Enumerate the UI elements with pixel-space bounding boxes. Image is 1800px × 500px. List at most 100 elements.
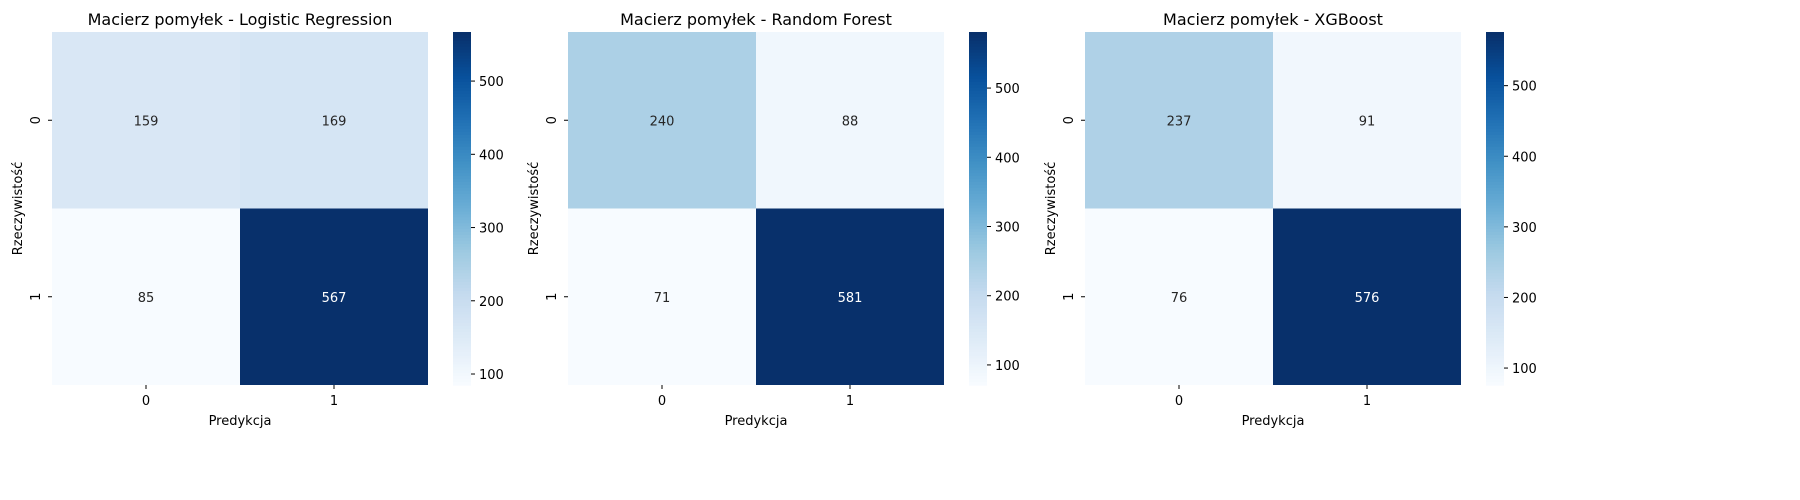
cell-value-label: 581 [838,291,863,306]
colorbar-segment [453,114,471,118]
colorbar-segment [1486,32,1504,36]
cell-value-label: 76 [1171,291,1188,306]
colorbar-segment [453,246,471,251]
colorbar-segment [453,129,471,133]
colorbar-segment [453,226,471,230]
colorbar-segment [1486,270,1504,274]
colorbar-segment [453,49,471,54]
colorbar-segment [969,311,987,315]
colorbar-segment [969,346,987,351]
colorbar-segment [1486,64,1504,68]
colorbar-segment [453,208,471,213]
colorbar-segment [453,161,471,165]
colorbar-segment [969,111,987,115]
colorbar-segment [1486,323,1504,327]
colorbar-segment [969,367,987,371]
colorbar-segment [969,237,987,242]
colorbar-segment [453,267,471,271]
colorbar-segment [969,284,987,289]
colorbar-segment [453,140,471,145]
colorbar-segment [1486,382,1504,386]
colorbar-segment [969,96,987,101]
colorbar-segment [453,346,471,351]
colorbar: 100 200 300 400 500 [969,32,1020,386]
colorbar-segment [969,349,987,354]
colorbar-segment [969,264,987,268]
colorbar-segment [969,137,987,142]
colorbar-segment [969,182,987,186]
heatmap-cell [756,208,944,385]
colorbar-segment [453,196,471,201]
colorbar-segment [969,126,987,130]
y-tick-label: 1 [29,293,44,301]
colorbar-segment [1486,61,1504,65]
colorbar-segment [453,220,471,224]
colorbar-segment [453,232,471,236]
colorbar-tick-label: 300 [1512,221,1537,236]
cell-value-label: 237 [1167,114,1192,129]
colorbar-segment [969,326,987,330]
colorbar-segment [453,155,471,160]
colorbar-segment [1486,234,1504,239]
x-tick-label: 1 [846,394,854,409]
colorbar-segment [453,270,471,274]
y-axis-label: Rzeczywistość [11,162,26,256]
colorbar-segment [453,361,471,366]
colorbar-segment [453,258,471,263]
colorbar-segment [969,76,987,80]
colorbar-segment [453,164,471,168]
colorbar-segment [969,246,987,251]
colorbar-segment [453,173,471,177]
colorbar-segment [1486,246,1504,251]
colorbar-segment [969,105,987,110]
colorbar-segment [969,146,987,151]
cell-value-label: 85 [138,291,155,306]
colorbar-segment [969,261,987,265]
colorbar-segment [969,355,987,360]
colorbar-segment [453,187,471,192]
heatmap-cell [1085,32,1273,209]
colorbar-segment [1486,243,1504,248]
colorbar-tick-label: 400 [995,151,1020,166]
colorbar-segment [1486,252,1504,257]
colorbar-segment [969,70,987,74]
colorbar-segment [1486,40,1504,45]
colorbar-segment [453,64,471,68]
x-tick-label: 1 [1363,394,1371,409]
colorbar-segment [969,58,987,63]
colorbar-segment [453,184,471,189]
colorbar-segment [969,343,987,348]
colorbar-segment [453,137,471,142]
colorbar-segment [969,302,987,307]
colorbar-segment [453,58,471,63]
colorbar-segment [1486,82,1504,86]
colorbar-segment [1486,173,1504,177]
colorbar-segment [969,226,987,230]
colorbar-segment [453,358,471,363]
colorbar-tick-label: 500 [479,75,504,90]
colorbar-segment [1486,311,1504,315]
colorbar-segment [453,43,471,48]
colorbar-segment [1486,349,1504,354]
colorbar-segment [969,314,987,318]
colorbar-segment [453,182,471,186]
colorbar-segment [1486,129,1504,133]
x-tick-label: 1 [330,394,338,409]
heatmap-cell [1273,32,1461,209]
colorbar-segment [1486,96,1504,101]
y-tick-label: 1 [545,293,560,301]
colorbar-segment [969,337,987,342]
colorbar-segment [969,323,987,327]
colorbar-segment [969,46,987,51]
colorbar-segment [969,267,987,271]
colorbar-segment [453,240,471,245]
colorbar-segment [969,55,987,60]
colorbar-segment [453,320,471,324]
colorbar-segment [969,293,987,298]
colorbar-segment [453,199,471,204]
colorbar-segment [1486,214,1504,218]
colorbar-segment [1486,211,1504,215]
colorbar-segment [453,134,471,139]
colorbar-segment [969,232,987,236]
